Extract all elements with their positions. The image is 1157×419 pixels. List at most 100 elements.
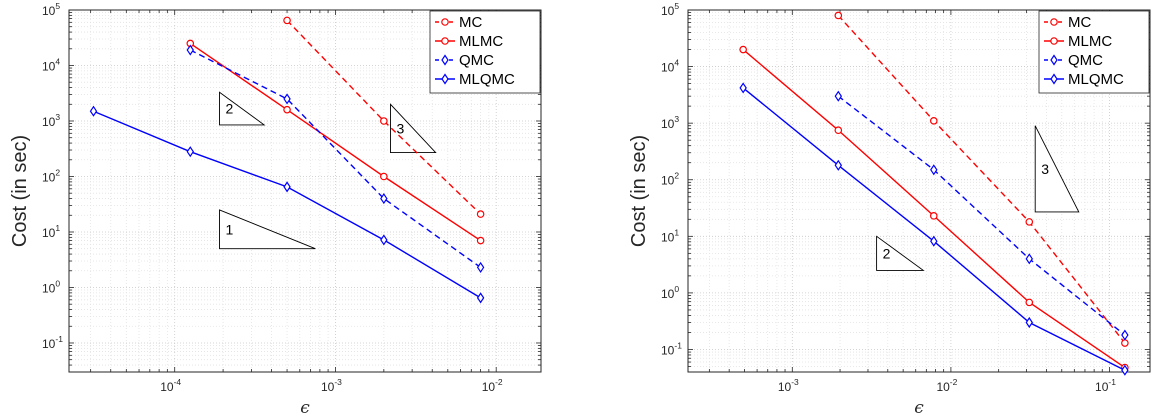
y-tick-label: 100 xyxy=(661,284,679,301)
y-tick-label: 104 xyxy=(661,58,679,75)
legend-item: MC xyxy=(1044,14,1091,31)
legend-item: MLMC xyxy=(1044,33,1112,50)
legend-label: QMC xyxy=(459,52,494,69)
y-tick-label: 103 xyxy=(661,114,679,131)
slope-triangle-shape xyxy=(390,103,437,154)
data-point xyxy=(476,236,485,245)
data-point xyxy=(380,192,388,205)
data-point xyxy=(476,210,485,218)
legend-marker xyxy=(441,54,449,66)
data-point xyxy=(834,11,843,20)
legend-item: QMC xyxy=(435,52,494,69)
y-tick-label: 105 xyxy=(42,1,60,18)
data-point xyxy=(834,159,843,171)
y-tick-label: 105 xyxy=(661,1,679,18)
data-point xyxy=(380,117,388,125)
legend-label: MC xyxy=(1068,14,1091,31)
y-axis-label: Cost (in sec) xyxy=(628,135,650,247)
legend-label: MLQMC xyxy=(459,71,515,88)
slope-triangle-label: 2 xyxy=(226,101,234,117)
legend-item: MLQMC xyxy=(435,71,515,88)
x-tick-label: 10-2 xyxy=(936,377,957,394)
data-point xyxy=(186,44,195,56)
series-line xyxy=(837,15,1126,344)
data-point xyxy=(476,261,485,273)
series-mc xyxy=(283,16,485,218)
y-tick-label: 102 xyxy=(42,167,60,184)
slope-triangle: 3 xyxy=(1034,125,1080,213)
legend-marker xyxy=(1050,37,1058,45)
series-line xyxy=(189,42,482,242)
data-point xyxy=(283,93,291,105)
chart-panel-1: 10-4 10-3 10-2 10-1 100 101 102 103 104 105 Cost (… xyxy=(9,1,542,418)
legend-marker xyxy=(441,18,449,26)
series-mlqmc xyxy=(739,82,1129,376)
legend-marker xyxy=(441,73,449,85)
axes-box xyxy=(68,9,542,373)
legend-marker xyxy=(1050,73,1058,85)
data-point xyxy=(929,212,938,220)
data-point xyxy=(283,105,291,114)
slope-triangle: 2 xyxy=(876,235,925,271)
data-point xyxy=(739,82,747,94)
slope-triangle: 2 xyxy=(219,91,266,126)
slope-triangle-label: 3 xyxy=(396,120,404,136)
data-point xyxy=(930,164,938,176)
data-point xyxy=(1121,339,1129,347)
legend-marker xyxy=(1050,54,1058,66)
data-point xyxy=(476,292,485,304)
y-axis-label: Cost (in sec) xyxy=(9,135,31,247)
series-mlmc xyxy=(186,39,485,245)
legend-label: MLMC xyxy=(1068,33,1112,50)
x-tick-label: 10-4 xyxy=(160,377,181,394)
x-tick-label: 10-1 xyxy=(1095,377,1116,394)
data-point xyxy=(1025,218,1034,226)
y-tick-label: 103 xyxy=(42,112,60,129)
y-tick-label: 102 xyxy=(661,171,679,188)
legend-item: QMC xyxy=(1044,52,1103,69)
series-mlqmc xyxy=(89,105,485,304)
data-point xyxy=(380,234,388,246)
x-tick-label: 10-3 xyxy=(321,377,342,394)
series-mc xyxy=(834,11,1129,347)
tick-marks xyxy=(688,9,1150,373)
data-point xyxy=(283,16,291,25)
legend-label: MC xyxy=(459,14,482,31)
slope-triangle: 3 xyxy=(390,103,437,154)
axes-box xyxy=(687,9,1151,373)
series-qmc xyxy=(834,90,1129,341)
data-point xyxy=(89,105,98,117)
legend-marker xyxy=(441,37,449,45)
legend-marker xyxy=(1050,18,1058,26)
slope-triangle-shape xyxy=(219,91,266,126)
legend-label: QMC xyxy=(1068,52,1103,69)
legend-item: MLMC xyxy=(435,33,503,50)
slope-triangle-shape xyxy=(219,209,316,250)
data-point xyxy=(1121,329,1129,341)
legend: MC MLMC QMC MLQMC xyxy=(429,10,541,94)
y-tick-label: 100 xyxy=(42,278,60,295)
x-axis-label: ϵ xyxy=(914,398,924,418)
data-point xyxy=(1025,253,1034,265)
chart-panel-2: 10-3 10-2 10-1 10-1 100 101 102 103 104 105 Cost (… xyxy=(628,1,1151,418)
data-point xyxy=(186,146,195,158)
data-point xyxy=(1025,316,1034,329)
legend-label: MLQMC xyxy=(1068,71,1124,88)
slope-triangle-label: 3 xyxy=(1041,161,1049,177)
y-tick-label: 10-1 xyxy=(42,334,63,351)
legend: MC MLMC QMC MLQMC xyxy=(1038,10,1150,94)
data-point xyxy=(929,117,938,125)
data-point xyxy=(834,90,843,102)
data-point xyxy=(930,235,938,247)
x-axis-label: ϵ xyxy=(300,398,310,418)
data-point xyxy=(834,126,843,135)
data-point xyxy=(1025,298,1034,307)
y-tick-label: 101 xyxy=(42,223,60,240)
series-line xyxy=(189,49,482,268)
series-qmc xyxy=(186,44,485,273)
legend-item: MLQMC xyxy=(1044,71,1124,88)
data-point xyxy=(739,45,747,54)
legend-item: MC xyxy=(435,14,482,31)
data-point xyxy=(283,181,291,193)
